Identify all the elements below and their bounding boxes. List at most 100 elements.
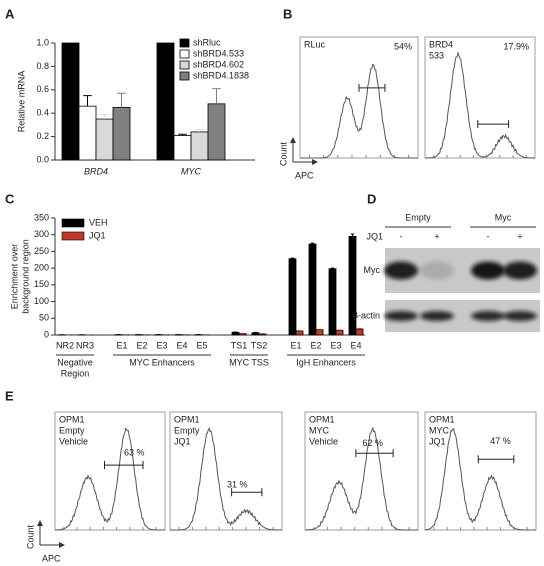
gate [477,120,510,129]
lane-label: + [434,231,439,241]
sample-label: Empty [59,425,85,435]
y-axis-label: Enrichment over [9,244,19,310]
y-axis-label: background region [20,239,30,314]
band [420,311,454,321]
y-tick-label: 200 [34,263,49,273]
panel-label: C [5,191,15,206]
y-tick-label: 0.8 [36,61,49,71]
x-tick-label: BRD4 [84,166,108,176]
lane-label: + [517,231,522,241]
group-label: MYC Enhancers [129,357,195,367]
legend-swatch [179,60,190,70]
sample-label: Empty [174,425,200,435]
x-tick-label: NR3 [76,340,94,350]
legend-label: VEH [89,217,108,227]
group-label: Negative [57,357,93,367]
panel-label: D [367,191,376,206]
band [420,261,454,280]
gate [231,488,263,497]
lane-label: - [487,231,490,241]
panel-label: A [5,6,15,21]
sample-label: Vehicle [309,436,338,446]
plot-frame [299,36,419,159]
histogram-curve [300,63,418,159]
error-bar [330,267,335,269]
x-axis-label: APC [295,170,314,180]
bar [207,103,226,161]
sample-label: RLuc [304,39,326,49]
gate [477,455,515,464]
y-tick-label: 300 [34,229,49,239]
sample-label: MYC [429,425,450,435]
y-tick-label: 350 [34,212,49,222]
band [384,261,418,280]
bar [308,243,317,336]
group-label: Empty [405,212,431,222]
group-label: IgH Enhancers [296,357,356,367]
percent-label: 17.9% [503,41,529,51]
legend-swatch [179,49,190,59]
legend-swatch [179,38,190,48]
x-tick-label: E3 [330,340,341,350]
legend-swatch [61,218,85,228]
bar [288,258,297,336]
y-axis-label: Relative mRNA [16,71,26,133]
histogram-curve [425,51,535,159]
x-tick-label: E3 [156,340,167,350]
plot-frame [304,411,419,531]
x-tick-label: E5 [196,340,207,350]
x-tick-label: TS2 [251,340,268,350]
error-bar [290,257,295,259]
error-bar [83,95,92,107]
bar [328,268,337,336]
x-tick-label: E1 [290,340,301,350]
legend-swatch [179,71,190,81]
error-bar [117,92,126,108]
row-label: β-actin [353,310,380,320]
x-tick-label: TS1 [231,340,248,350]
sample-label: OPM1 [309,414,335,424]
legend-label: shBRD4.602 [193,59,244,69]
bar [78,105,97,161]
y-axis-label: Count [25,525,35,550]
percent-label: 31 % [227,480,248,490]
percent-label: 47 % [490,436,511,446]
y-tick-label: 150 [34,279,49,289]
y-tick-label: 250 [34,246,49,256]
sample-label: OPM1 [174,414,200,424]
bar [61,42,80,161]
bar [251,332,260,336]
band [471,261,505,280]
y-tick-label: 0.4 [36,108,49,118]
bar [112,106,131,161]
histogram-curve [304,426,418,531]
legend-label: shBRD4.533 [193,48,244,58]
bar [156,42,175,161]
percent-label: 62 % [363,438,384,448]
panel-label: B [283,6,292,21]
error-bar [195,129,204,132]
bar [315,329,324,336]
sample-label: JQ1 [429,436,446,446]
plot-frame [424,411,537,531]
bar [95,118,114,161]
x-tick-label: E4 [350,340,361,350]
plot-frame [169,411,283,531]
sample-label: BRD4 [429,39,453,49]
x-tick-label: E2 [136,340,147,350]
sample-label: MYC [309,425,330,435]
legend-swatch [61,231,85,241]
plot-frame [424,36,536,159]
y-tick-label: 0.2 [36,131,49,141]
sample-label: OPM1 [429,414,455,424]
bar [231,331,240,336]
histogram-curve [170,426,282,531]
sample-label: OPM1 [59,414,85,424]
y-tick-label: 0.0 [36,154,49,164]
sample-label: 533 [429,50,444,60]
band [503,311,537,321]
lane-label: - [400,231,403,241]
group-label: MYC TSS [229,357,269,367]
band [471,311,505,321]
